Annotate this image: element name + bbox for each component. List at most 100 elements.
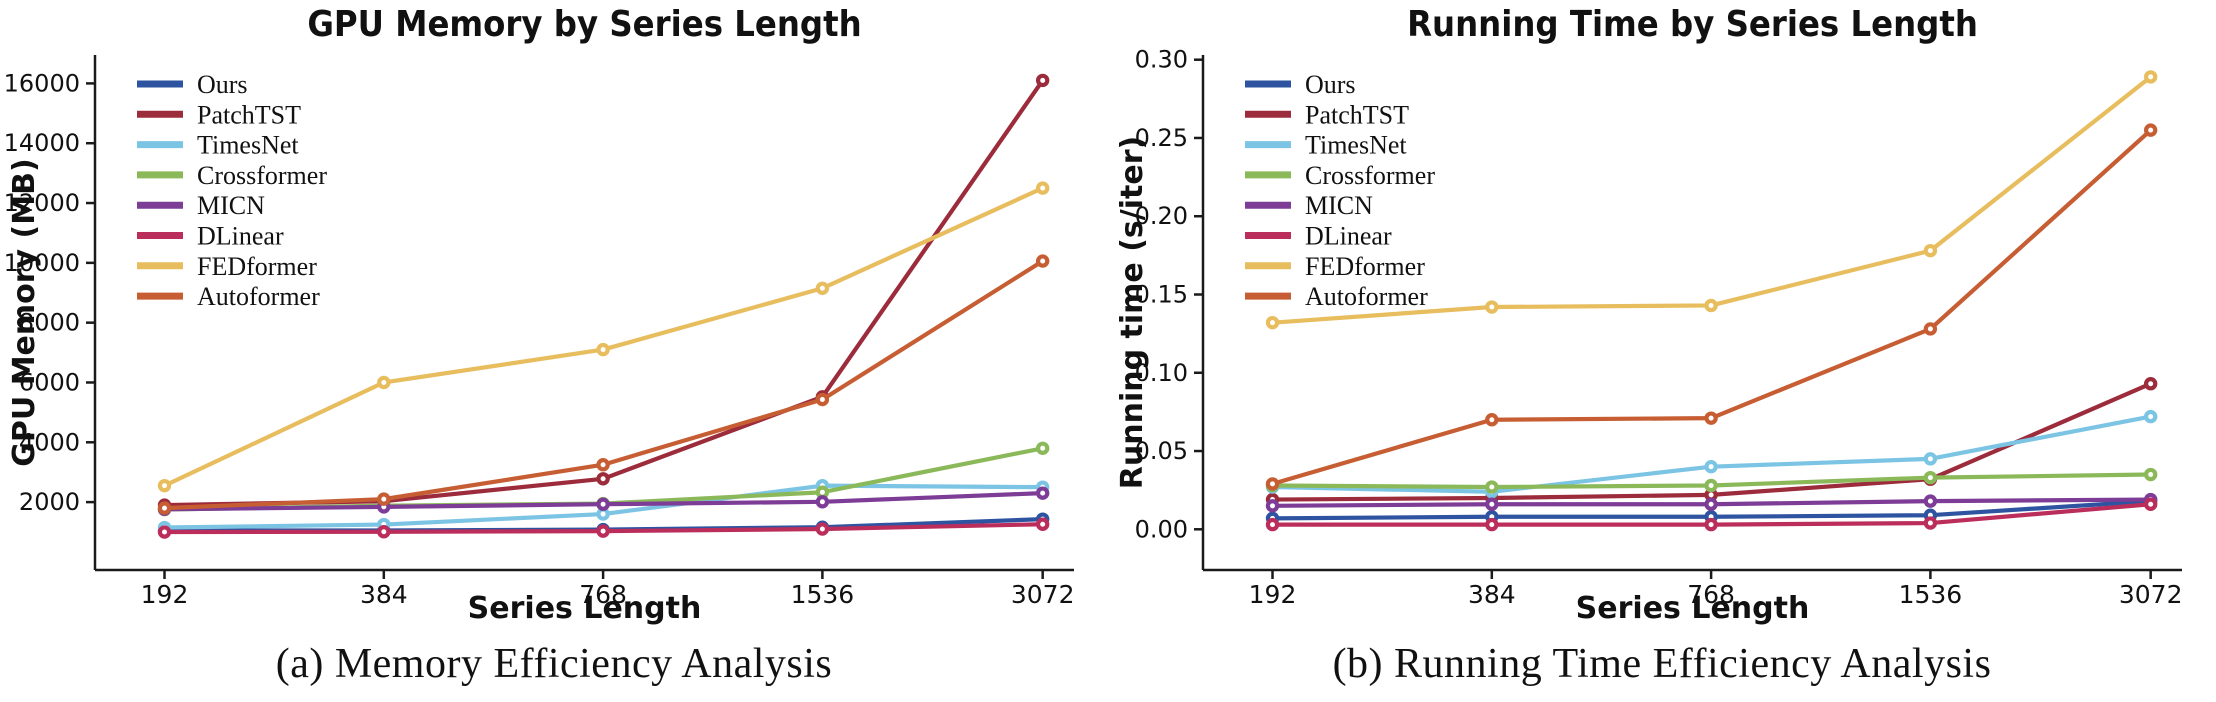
data-point-marker (2143, 70, 2158, 84)
data-point-marker (815, 495, 830, 509)
legend-item-FEDformer: FEDformer (1245, 252, 1425, 281)
y-tick-label: 0.15 (1135, 280, 1188, 308)
data-point-marker (1035, 517, 1050, 531)
data-point-marker (1265, 517, 1280, 532)
legend-item-TimesNet: TimesNet (1245, 131, 1407, 160)
legend-item-Crossformer: Crossformer (137, 161, 327, 190)
data-point-marker (1035, 73, 1050, 88)
data-point-marker (157, 478, 172, 493)
x-axis-label: Series Length (468, 591, 702, 625)
data-point-marker (2143, 467, 2158, 482)
y-tick-label: 0.25 (1135, 124, 1188, 152)
legend-item-Ours: Ours (1245, 70, 1356, 99)
x-axis-label: Series Length (1576, 591, 1810, 625)
chart-panel-runtime: Running Time by Series Length 0.00 0.05 0.1… (1108, 0, 2216, 702)
data-point-marker (1485, 517, 1499, 532)
legend-label: DLinear (1305, 222, 1392, 251)
data-point-marker (596, 497, 610, 511)
legend-label: DLinear (197, 222, 284, 251)
caption-runtime: (b) Running Time Efficiency Analysis (1332, 640, 1992, 687)
series-FEDformer (1265, 70, 2158, 330)
legend-label: Autoformer (197, 282, 320, 311)
legend-label: MICN (1305, 191, 1373, 220)
y-tick-label: 0.20 (1135, 202, 1188, 230)
legend-label: FEDformer (197, 252, 317, 281)
data-point-marker (1265, 315, 1280, 330)
data-point-marker (377, 375, 391, 390)
data-point-marker (815, 522, 830, 536)
legend-item-DLinear: DLinear (1245, 222, 1392, 251)
y-tick-label: 4000 (19, 428, 80, 456)
legend-item-FEDformer: FEDformer (137, 252, 317, 281)
y-tick-label: 12000 (4, 189, 80, 217)
y-tick-label: 10000 (4, 249, 80, 277)
data-point-marker (1704, 298, 1718, 313)
legend-item-DLinear: DLinear (137, 222, 284, 251)
data-point-marker (157, 501, 172, 515)
series-FEDformer (157, 181, 1050, 493)
legend: OursPatchTSTTimesNetCrossformerMICNDLine… (137, 70, 327, 311)
runtime-chart: Running Time by Series Length 0.00 0.05 0.1… (1115, 4, 2182, 625)
y-tick-label: 6000 (19, 368, 80, 396)
data-point-marker (1704, 497, 1718, 511)
legend-label: Crossformer (1305, 161, 1435, 190)
legend-label: TimesNet (1305, 131, 1407, 160)
legend-label: FEDformer (1305, 252, 1425, 281)
y-tick-label: 0.05 (1135, 437, 1188, 465)
legend-item-PatchTST: PatchTST (137, 100, 301, 129)
data-point-marker (1704, 478, 1718, 493)
chart-panel-memory: GPU Memory by Series Length 2000 4000 6000 8… (4, 4, 1075, 687)
x-tick-label: 384 (1468, 580, 1516, 609)
legend-item-MICN: MICN (1245, 191, 1373, 220)
data-point-marker (1035, 441, 1050, 455)
y-tick-label: 0.10 (1135, 359, 1188, 387)
legend-label: Autoformer (1305, 282, 1428, 311)
series-MICN (1265, 492, 2158, 513)
data-point-marker (1923, 470, 1938, 485)
y-tick-label: 0.00 (1135, 515, 1188, 543)
x-tick-label: 1536 (791, 580, 855, 609)
data-point-marker (1035, 181, 1050, 195)
data-point-marker (596, 458, 610, 472)
data-point-marker (1923, 516, 1938, 530)
x-tick-label: 3072 (1011, 580, 1075, 609)
data-point-marker (596, 342, 610, 357)
data-point-marker (1704, 517, 1718, 532)
data-point-marker (1485, 300, 1499, 314)
legend-label: PatchTST (197, 100, 301, 129)
data-point-marker (1923, 452, 1938, 466)
data-point-marker (1265, 499, 1280, 513)
data-point-marker (1035, 254, 1050, 268)
data-point-marker (1485, 413, 1499, 427)
x-tick-label: 192 (1249, 580, 1297, 609)
legend-item-Autoformer: Autoformer (1245, 282, 1428, 311)
legend-item-MICN: MICN (137, 191, 265, 220)
data-point-marker (1704, 411, 1718, 425)
data-point-marker (1923, 243, 1938, 258)
y-axis-label: Running time (s/iter) (1115, 136, 1150, 489)
data-point-marker (815, 392, 830, 407)
data-point-marker (1485, 480, 1499, 494)
legend-label: PatchTST (1305, 100, 1409, 129)
data-point-marker (1265, 477, 1280, 491)
data-point-marker (1485, 497, 1499, 511)
y-axis-label: GPU Memory (MB) (7, 158, 42, 466)
legend-item-PatchTST: PatchTST (1245, 100, 1409, 129)
data-point-marker (1704, 459, 1718, 474)
data-point-marker (377, 525, 391, 539)
data-point-marker (596, 524, 610, 538)
legend-label: Crossformer (197, 161, 327, 190)
x-tick-label: 768 (579, 580, 627, 609)
data-point-marker (2143, 497, 2158, 511)
y-tick-label: 8000 (19, 309, 80, 337)
legend: OursPatchTSTTimesNetCrossformerMICNDLine… (1245, 70, 1435, 311)
data-point-marker (596, 472, 610, 486)
data-point-marker (1923, 322, 1938, 336)
legend-item-TimesNet: TimesNet (137, 131, 299, 160)
y-tick-label: 2000 (19, 488, 80, 516)
data-point-marker (157, 525, 172, 539)
series-Autoformer (1265, 123, 2158, 491)
chart-title: GPU Memory by Series Length (307, 4, 861, 45)
data-point-marker (2143, 409, 2158, 424)
